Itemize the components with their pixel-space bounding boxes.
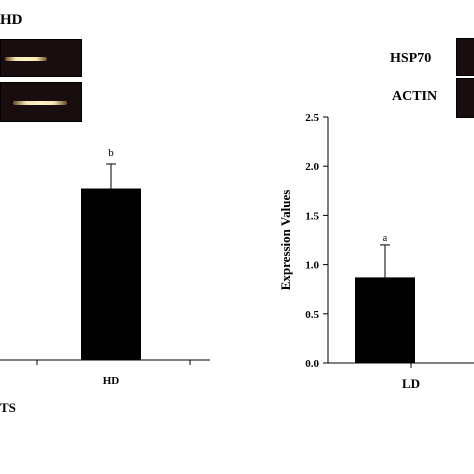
right-significance-letter: a [383,233,388,244]
right-y-tick-label: 1.0 [305,260,319,272]
left-x-axis-title: TS [0,400,16,415]
right-y-tick-label: 0.5 [305,309,319,321]
right-gel-strip-1 [456,38,474,76]
right-gel-strip-2 [456,78,474,118]
right-y-tick-label: 1.5 [305,210,319,222]
left-gel-strip-2 [0,82,82,122]
left-gel-header: HD [0,12,23,28]
right-y-axis-title: Expression Values [278,190,293,291]
right-bar-ld [355,277,415,363]
right-gel-label-hsp70: HSP70 [390,51,432,66]
left-category-label: HD [103,375,120,387]
right-y-tick-label: 2.0 [305,161,319,173]
left-bar-hd [81,188,141,360]
right-gel-label-actin: ACTIN [392,89,438,104]
left-gel-band-2 [13,101,67,105]
left-gel-band-1 [5,57,47,61]
right-y-tick-label: 0.0 [305,358,319,370]
left-gel-strip-1 [0,39,82,77]
right-y-ticks: 0.0 0.5 1.0 1.5 2.0 2.5 [305,112,328,370]
right-y-tick-label: 2.5 [305,112,319,124]
right-category-label: LD [402,376,420,391]
left-significance-letter: b [108,147,114,159]
